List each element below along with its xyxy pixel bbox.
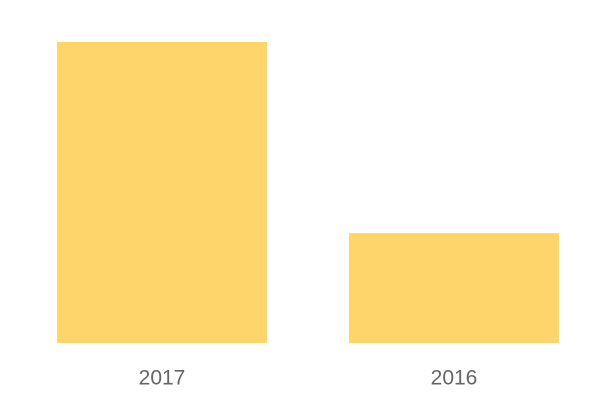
bar xyxy=(57,42,267,343)
bar xyxy=(349,233,559,343)
x-tick-label: 2017 xyxy=(139,367,186,390)
x-tick-label: 2016 xyxy=(431,367,478,390)
